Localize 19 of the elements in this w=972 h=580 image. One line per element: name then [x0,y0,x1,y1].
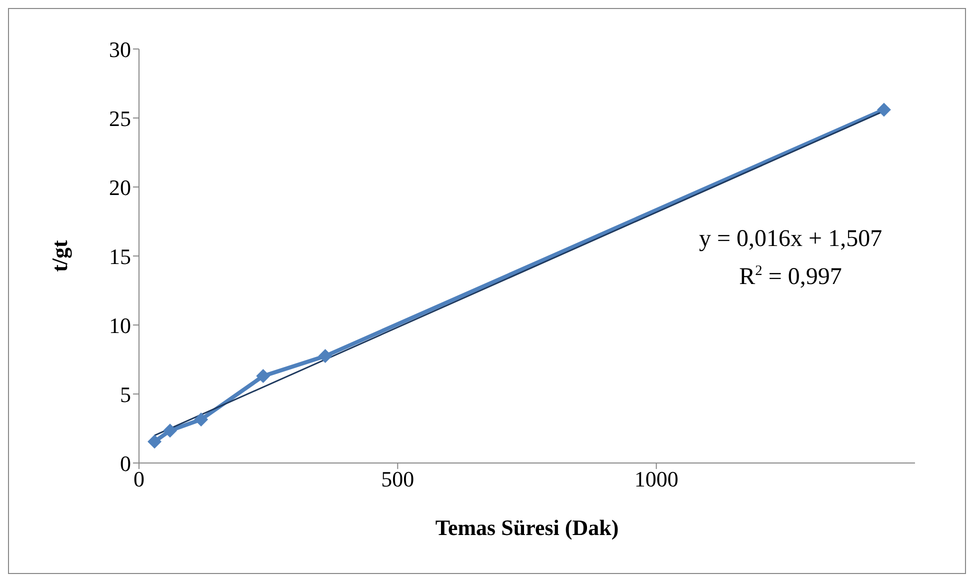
point [163,424,178,438]
point [148,434,162,449]
point [256,369,270,384]
y-tick-label: 30 [109,36,131,62]
y-tick-label: 5 [120,382,131,407]
y-tick-label: 0 [120,450,131,476]
y-tick-label: 10 [109,312,131,338]
point [194,412,208,427]
x-axis-title: Temas Süresi (Dak) [435,515,619,540]
y-tick-label: 20 [109,174,131,200]
annotation: R$^{2}$ = 0,997 [739,263,842,290]
point [876,102,891,117]
annotation: y = 0,016x + 1,507 [699,226,882,252]
x-tick-label: 500 [381,466,414,492]
y-tick-label: 15 [109,244,131,269]
point [318,349,332,364]
y-tick-label: 25 [109,106,131,131]
y-axis-title: t/gt [46,239,72,272]
x-tick-label: 1000 [634,466,678,492]
